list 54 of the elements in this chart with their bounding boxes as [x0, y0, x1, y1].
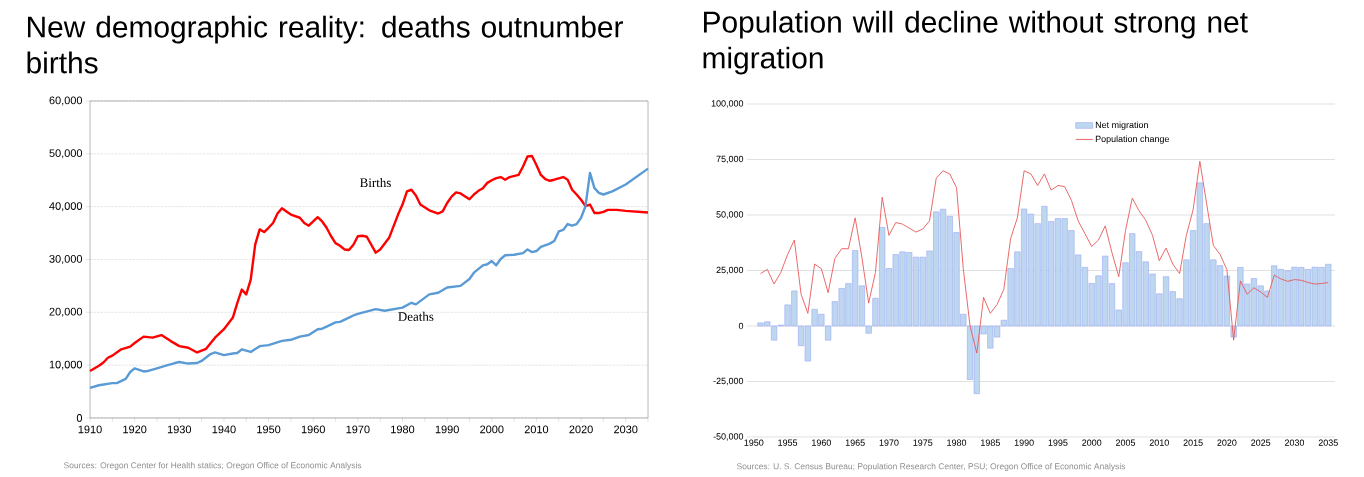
source-note: Sources: Oregon Center for Health statics; Oregon Office of Economic Analysis	[63, 462, 362, 470]
source-note: Sources: U. S. Census Bureau; Population Research Center, PSU; Oregon Office of Economic Analysis	[736, 463, 1126, 471]
series-label: Deaths	[398, 311, 434, 321]
x-tick-label: 2035	[1318, 439, 1338, 446]
x-tick-label: 2010	[1149, 439, 1169, 446]
x-tick-label: 2030	[614, 425, 638, 434]
x-tick-label: 1960	[812, 439, 831, 446]
y-tick-label: 0	[738, 322, 744, 330]
x-tick-label: 2005	[1115, 439, 1136, 446]
x-tick-label: 1980	[947, 439, 967, 446]
x-tick-label: 1920	[123, 425, 147, 434]
line-series	[760, 160, 1329, 354]
x-tick-label: 1955	[778, 439, 798, 446]
x-tick-label: 2030	[1284, 439, 1305, 446]
x-tick-label: 1980	[391, 425, 415, 434]
x-tick-label: 1970	[879, 439, 899, 446]
y-tick-label: -25,000	[713, 377, 744, 386]
x-tick-label: 1970	[346, 425, 370, 434]
x-tick-label: 1975	[913, 439, 933, 446]
y-tick-label: 60,000	[49, 96, 83, 106]
chart-title: New demographic reality: deaths outnumber births	[27, 15, 623, 74]
x-tick-label: 1950	[257, 425, 281, 434]
y-tick-label: 75,000	[716, 155, 744, 164]
y-tick-label: 0	[76, 414, 83, 422]
x-tick-label: 2000	[1082, 439, 1102, 446]
x-tick-label: 1995	[1048, 439, 1068, 446]
x-tick-label: 2010	[524, 425, 549, 434]
x-tick-label: 2020	[569, 425, 593, 434]
x-tick-label: 2020	[1217, 439, 1237, 446]
y-tick-label: -50,000	[713, 433, 744, 441]
y-tick-label: 40,000	[49, 202, 83, 212]
x-tick-label: 1960	[301, 425, 325, 434]
legend-label: Net migration	[1095, 121, 1148, 130]
x-tick-label: 2000	[480, 425, 504, 434]
chart-title: Population will decline without strong net migration	[703, 10, 1248, 75]
x-tick-label: 1940	[212, 425, 236, 434]
y-tick-label: 10,000	[49, 360, 83, 370]
x-tick-label: 1965	[845, 439, 865, 446]
legend-label: Population change	[1095, 135, 1170, 144]
x-tick-label: 1985	[981, 439, 1000, 446]
series-label: Births	[360, 177, 391, 188]
y-tick-label: 50,000	[716, 211, 744, 219]
y-tick-label: 20,000	[49, 307, 83, 317]
y-tick-label: 100,000	[711, 100, 744, 108]
y-tick-label: 25,000	[716, 266, 744, 275]
x-tick-label: 2015	[1183, 439, 1203, 446]
x-tick-label: 1990	[1014, 439, 1034, 446]
x-tick-label: 2025	[1251, 439, 1271, 446]
y-tick-label: 50,000	[49, 149, 83, 159]
x-tick-label: 1950	[744, 439, 764, 446]
x-tick-label: 1930	[167, 425, 192, 434]
x-tick-label: 1910	[78, 425, 102, 434]
x-tick-label: 1990	[435, 425, 459, 434]
y-tick-label: 30,000	[49, 254, 83, 265]
